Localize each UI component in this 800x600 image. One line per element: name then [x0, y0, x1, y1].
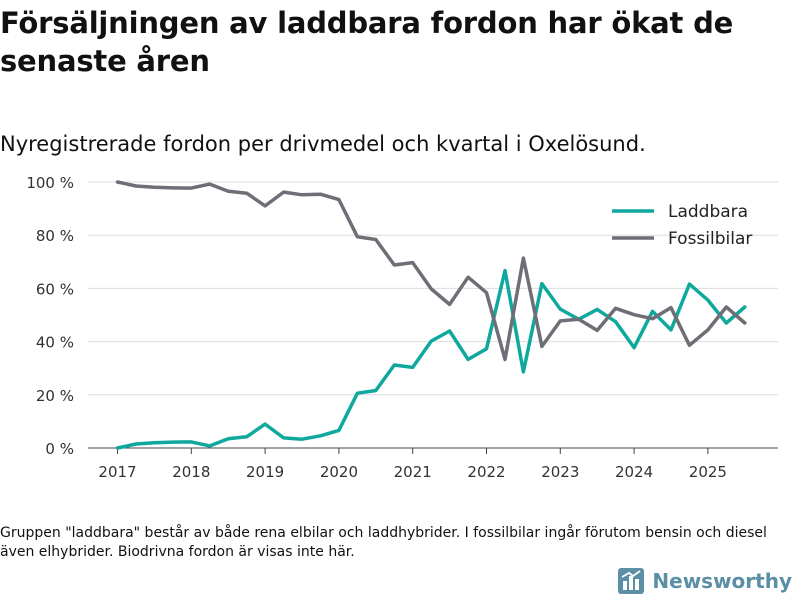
x-tick-label: 2024	[615, 463, 653, 481]
footnote: Gruppen "laddbara" består av både rena e…	[0, 525, 767, 560]
chart-subtitle: Nyregistrerade fordon per drivmedel och …	[0, 132, 646, 156]
y-tick-label: 20 %	[36, 387, 74, 405]
line-chart: 0 % 20 % 40 % 60 % 80 % 100 % 2017 2018 2019 202…	[26, 174, 778, 481]
brand-name: Newsworthy	[652, 569, 792, 593]
x-tick-label: 2019	[246, 463, 284, 481]
y-tick-label: 40 %	[36, 334, 74, 352]
bar-chart-logo-icon	[618, 568, 645, 594]
y-tick-label: 100 %	[26, 174, 74, 192]
series-lines	[115, 180, 747, 450]
x-tick-label: 2025	[689, 463, 727, 481]
x-tick-label: 2020	[320, 463, 358, 481]
x-tick-label: 2023	[541, 463, 579, 481]
legend: Laddbara Fossilbilar	[612, 202, 752, 249]
y-tick-label: 0 %	[45, 440, 74, 458]
series-line-fossilbilar	[115, 180, 747, 362]
legend-label-laddbara: Laddbara	[668, 202, 748, 222]
x-axis-ticks: 2017 2018 2019 2020 2021 2022 2023 2024 2025	[98, 448, 727, 481]
chart-title: Försäljningen av laddbara fordon har öka…	[0, 6, 734, 78]
x-tick-label: 2017	[98, 463, 136, 481]
y-tick-label: 80 %	[36, 227, 74, 245]
x-tick-label: 2018	[172, 463, 210, 481]
x-tick-label: 2021	[394, 463, 432, 481]
y-axis-ticks: 0 % 20 % 40 % 60 % 80 % 100 %	[26, 174, 74, 458]
x-tick-label: 2022	[467, 463, 505, 481]
y-tick-label: 60 %	[36, 280, 74, 298]
series-line-laddbara	[115, 268, 747, 450]
legend-label-fossilbilar: Fossilbilar	[668, 229, 752, 249]
brand-logo[interactable]: Newsworthy	[618, 568, 792, 594]
